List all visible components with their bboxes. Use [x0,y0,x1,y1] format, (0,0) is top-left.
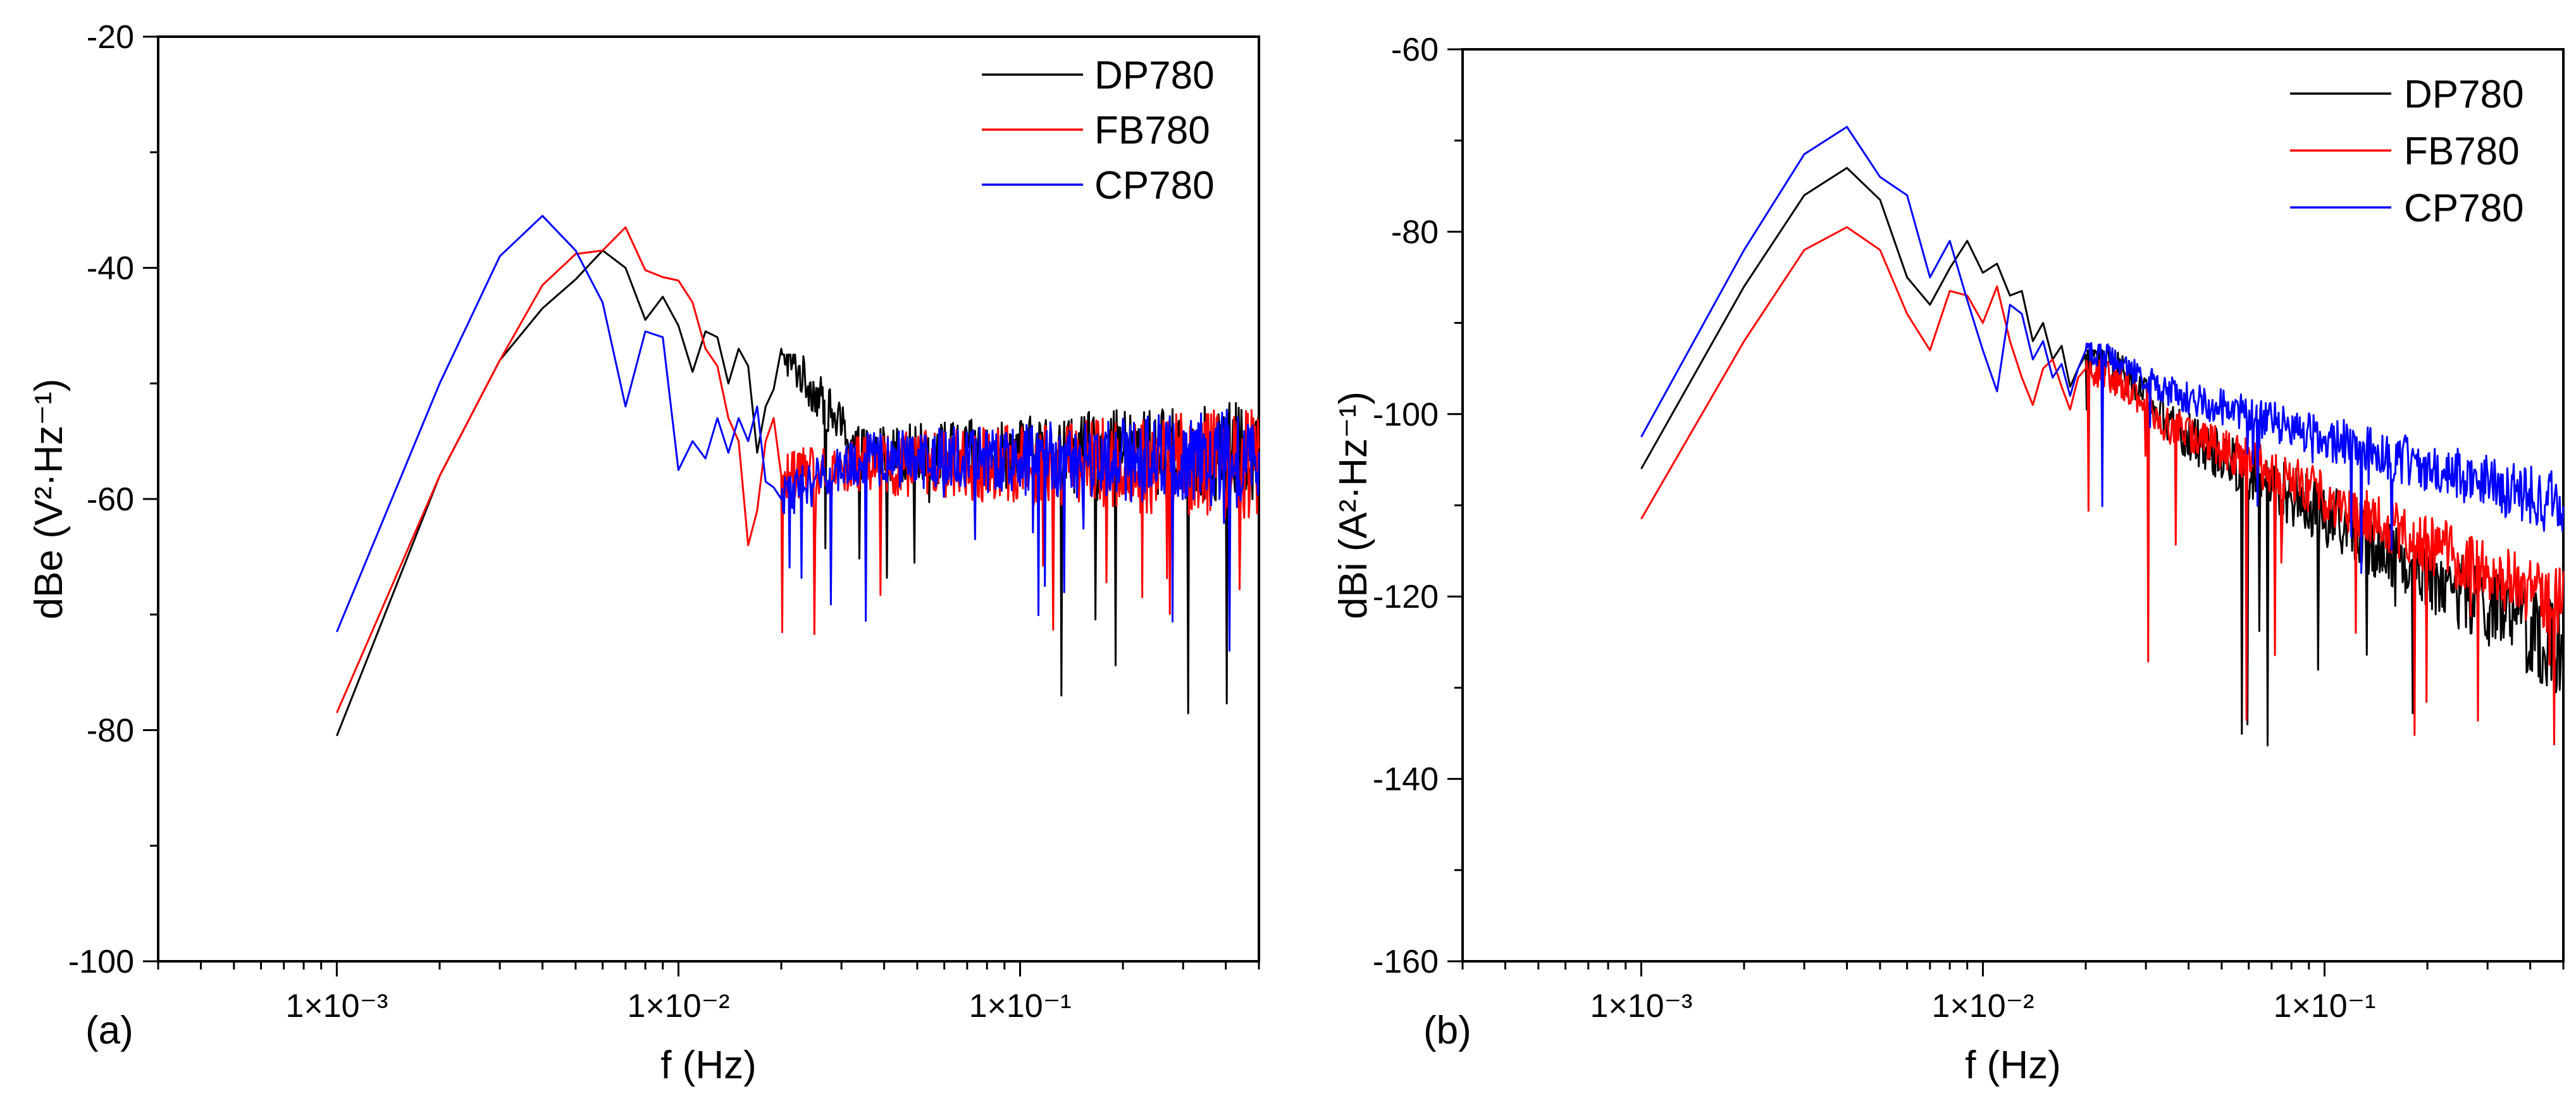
x-tick-label: 1×10⁻² [1932,988,2034,1025]
series-line-cp780 [1640,126,2565,574]
panel-b-series-layer [1640,126,2565,747]
y-tick-label: -40 [87,250,134,287]
panel-a-legend: DP780 FB780 CP780 [982,54,1215,207]
panel-b-legend: DP780 FB780 CP780 [2290,73,2524,230]
panel-label: (a) [85,1009,133,1052]
panel-a-y-tick-labels: -20 -40 -60 -80 -100 [68,19,134,980]
y-tick-label: -120 [1373,579,1439,615]
x-tick-label: 1×10⁻³ [285,988,388,1025]
y-axis-label: dBe (V²·Hz⁻¹) [27,379,71,620]
panel-b-tick-layer [1447,48,2565,976]
x-tick-label: 1×10⁻¹ [2274,988,2376,1025]
x-axis-label: f (Hz) [660,1044,757,1087]
y-axis-label: dBi (A²·Hz⁻¹) [1332,391,1375,619]
y-tick-label: -80 [87,713,134,749]
series-line-cp780 [336,214,1260,652]
legend-label: FB780 [1094,109,1210,152]
legend-label: DP780 [1094,54,1215,97]
y-tick-label: -60 [87,481,134,518]
panel-a-plot-frame [157,35,1260,963]
legend-label: DP780 [2404,73,2524,116]
y-tick-label: -100 [1373,397,1439,433]
panel-b-y-tick-labels: -60 -80 -100 -120 -140 -160 [1373,32,1439,980]
legend-label: FB780 [2404,130,2520,173]
legend-label: CP780 [2404,187,2524,230]
panel-a-tick-layer [143,35,1260,976]
panel-label: (b) [1423,1009,1471,1052]
panel-a-series-layer [336,214,1260,737]
y-tick-label: -100 [68,944,134,980]
x-axis-label: f (Hz) [1965,1044,2061,1087]
y-tick-label: -160 [1373,944,1439,980]
y-tick-label: -140 [1373,761,1439,798]
y-tick-label: -80 [1391,214,1439,250]
panel-b-x-tick-labels: 1×10⁻³ 1×10⁻² 1×10⁻¹ [1590,988,2375,1025]
x-tick-label: 1×10⁻¹ [969,988,1072,1025]
legend-label: CP780 [1094,164,1215,207]
panel-b-chart: -60 -80 -100 -120 -140 -160 1×10⁻³ 1×10⁻… [1332,32,2565,1087]
panel-b-plot-frame [1461,48,2565,963]
x-tick-label: 1×10⁻³ [1590,988,1692,1025]
y-tick-label: -60 [1391,32,1439,68]
x-tick-label: 1×10⁻² [628,988,730,1025]
panel-a-x-tick-labels: 1×10⁻³ 1×10⁻² 1×10⁻¹ [285,988,1071,1025]
y-tick-label: -20 [87,19,134,56]
panel-a-chart: -20 -40 -60 -80 -100 1×10⁻³ 1×10⁻² 1×10⁻… [27,19,1260,1087]
